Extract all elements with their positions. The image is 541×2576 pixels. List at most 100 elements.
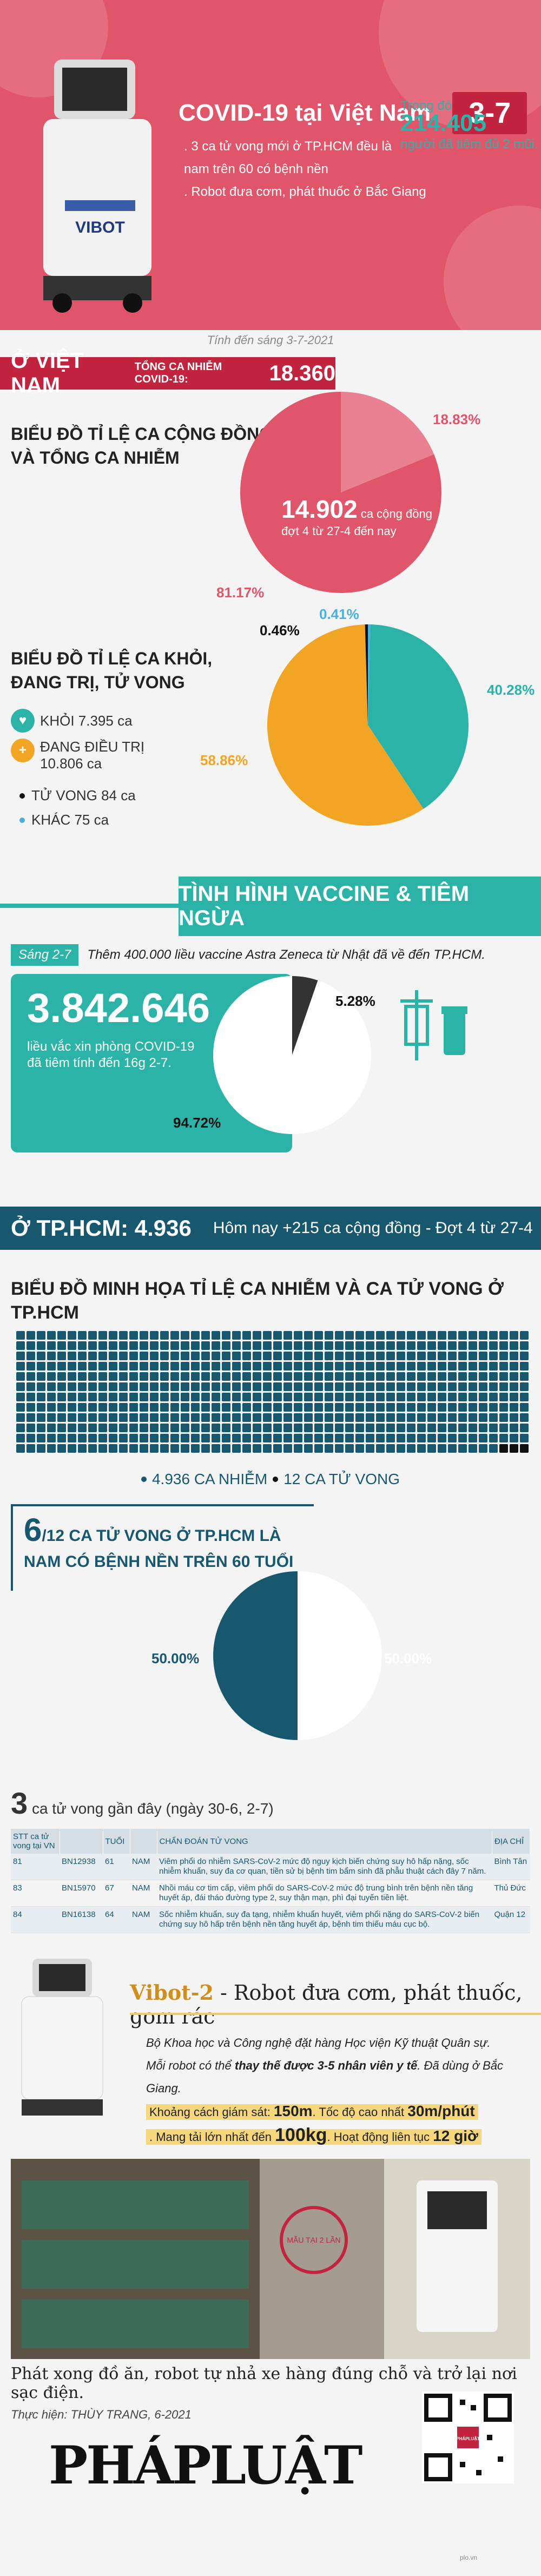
waffle-cell-case: [510, 1424, 518, 1432]
waffle-cell-case: [397, 1413, 405, 1422]
waffle-cell-case: [88, 1393, 97, 1401]
waffle-cell-case: [57, 1382, 66, 1391]
waffle-cell-case: [68, 1393, 76, 1401]
robot-info: Bộ Khoa học và Công nghệ đặt hàng Học vi…: [146, 2032, 536, 2149]
waffle-cell-case: [150, 1434, 159, 1442]
waffle-cell-case: [355, 1372, 364, 1381]
waffle-cell-case: [160, 1393, 169, 1401]
waffle-cell-case: [160, 1413, 169, 1422]
waffle-cell-case: [27, 1444, 35, 1453]
waffle-cell-case: [469, 1413, 477, 1422]
waffle-cell-case: [57, 1434, 66, 1442]
waffle-cell-case: [109, 1403, 117, 1412]
waffle-cell-case: [407, 1372, 415, 1381]
waffle-cell-case: [27, 1341, 35, 1350]
waffle-cell-case: [427, 1424, 436, 1432]
waffle-cell-case: [366, 1413, 374, 1422]
vibot-robot-image: [21, 1959, 103, 2116]
waffle-cell-case: [294, 1362, 302, 1371]
waffle-cell-case: [181, 1331, 189, 1340]
pie2-pct-other: 0.41%: [319, 606, 359, 622]
legend-recovered: ♥ KHỎI 7.395 ca: [11, 709, 133, 733]
waffle-cell-case: [160, 1403, 169, 1412]
pie2-slice-treating: [267, 624, 424, 826]
waffle-cell-case: [386, 1362, 395, 1371]
waffle-cell-case: [47, 1444, 56, 1453]
vietnam-label: Ở VIỆT NAM: [11, 349, 84, 397]
waffle-cell-case: [294, 1444, 302, 1453]
vietnam-total: 18.360: [269, 361, 335, 385]
waffle-cell-case: [273, 1331, 282, 1340]
waffle-cell-case: [479, 1413, 487, 1422]
waffle-cell-case: [232, 1372, 241, 1381]
waffle-cell-case: [212, 1393, 220, 1401]
waffle-cell-case: [109, 1372, 117, 1381]
waffle-cell-case: [222, 1424, 230, 1432]
waffle-cell-case: [242, 1403, 251, 1412]
col-header: TUỔI: [103, 1829, 130, 1854]
waffle-cell-case: [242, 1444, 251, 1453]
waffle-cell-case: [510, 1434, 518, 1442]
waffle-cell-case: [479, 1434, 487, 1442]
waffle-cell-case: [242, 1393, 251, 1401]
waffle-cell-case: [181, 1352, 189, 1360]
waffle-cell-case: [119, 1331, 128, 1340]
waffle-cell-case: [78, 1424, 87, 1432]
waffle-cell-case: [181, 1382, 189, 1391]
waffle-cell-case: [170, 1341, 179, 1350]
waffle-cell-case: [37, 1413, 45, 1422]
waffle-cell-case: [304, 1382, 313, 1391]
waffle-cell-case: [98, 1372, 107, 1381]
waffle-cell-case: [520, 1341, 529, 1350]
waffle-cell-case: [201, 1424, 210, 1432]
waffle-cell-case: [129, 1444, 138, 1453]
waffle-cell-case: [283, 1372, 292, 1381]
waffle-cell-case: [407, 1393, 415, 1401]
waffle-cell-case: [273, 1403, 282, 1412]
waffle-cell-case: [232, 1393, 241, 1401]
waffle-cell-case: [263, 1352, 272, 1360]
waffle-cell-case: [88, 1352, 97, 1360]
waffle-cell-case: [181, 1434, 189, 1442]
waffle-cell-case: [479, 1341, 487, 1350]
waffle-cell-case: [78, 1382, 87, 1391]
waffle-cell-case: [304, 1424, 313, 1432]
waffle-cell-case: [479, 1352, 487, 1360]
waffle-cell-case: [16, 1341, 25, 1350]
waffle-cell-case: [201, 1444, 210, 1453]
waffle-cell-case: [140, 1444, 148, 1453]
waffle-cell-case: [253, 1382, 261, 1391]
waffle-cell-case: [263, 1341, 272, 1350]
recovery-status-pie-chart: [267, 624, 469, 826]
waffle-cell-case: [140, 1362, 148, 1371]
waffle-cell-case: [27, 1382, 35, 1391]
waffle-cell-case: [294, 1382, 302, 1391]
waffle-cell-case: [376, 1424, 385, 1432]
waffle-cell-case: [98, 1424, 107, 1432]
waffle-cell-case: [294, 1424, 302, 1432]
header-bullet: . 3 ca tử vong mới ở TP.HCM đều là: [184, 139, 392, 154]
hcm-today: Hôm nay +215 ca cộng đồng - Đợt 4 từ 27-…: [213, 1219, 533, 1237]
waffle-cell-case: [314, 1393, 323, 1401]
waffle-cell-case: [150, 1444, 159, 1453]
waffle-cell-case: [201, 1331, 210, 1340]
waffle-cell-case: [88, 1444, 97, 1453]
svg-text:MẪU TẠI 2 LẦN: MẪU TẠI 2 LẦN: [287, 2236, 340, 2244]
waffle-cell-case: [458, 1393, 467, 1401]
waffle-cell-case: [469, 1331, 477, 1340]
waffle-cell-case: [325, 1362, 333, 1371]
waffle-cell-case: [201, 1352, 210, 1360]
legend-deaths: 12 CA TỬ VONG: [283, 1471, 400, 1487]
waffle-cell-case: [57, 1331, 66, 1340]
waffle-cell-case: [448, 1444, 457, 1453]
waffle-cell-case: [417, 1362, 426, 1371]
waffle-cell-case: [479, 1382, 487, 1391]
waffle-cell-case: [427, 1352, 436, 1360]
qr-code-icon[interactable]: PHÁPLUẬT: [422, 2391, 514, 2483]
waffle-cell-case: [27, 1434, 35, 1442]
waffle-cell-case: [479, 1403, 487, 1412]
hcm-bar: Ở TP.HCM: 4.936 Hôm nay +215 ca cộng đồn…: [0, 1207, 541, 1250]
waffle-cell-case: [469, 1362, 477, 1371]
waffle-cell-case: [427, 1331, 436, 1340]
waffle-cell-case: [191, 1413, 200, 1422]
